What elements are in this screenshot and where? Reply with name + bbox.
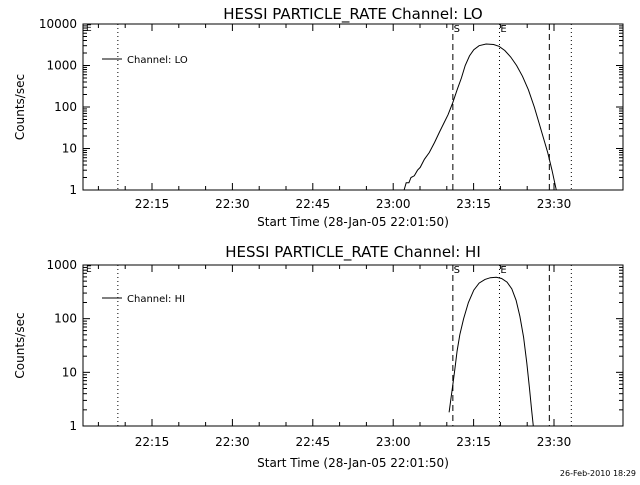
x-tick-label: 23:30	[537, 197, 572, 211]
y-axis-label: Counts/sec	[13, 74, 27, 140]
chart-title: HESSI PARTICLE_RATE Channel: LO	[223, 5, 482, 24]
marker-label-s: S	[454, 265, 460, 276]
y-tick-label: 1000	[46, 59, 77, 73]
x-tick-label: 23:15	[456, 435, 491, 449]
x-axis-label: Start Time (28-Jan-05 22:01:50)	[257, 456, 449, 470]
x-tick-label: 22:30	[215, 197, 250, 211]
timestamp-footer: 26-Feb-2010 18:29	[560, 469, 636, 478]
plot-frame	[82, 23, 624, 191]
edge-marker-label: E	[86, 24, 92, 34]
plot-frame	[82, 264, 624, 427]
marker-label-e: E	[500, 24, 506, 35]
chart-panel-1: HESSI PARTICLE_RATE Channel: LO 1 10 100 100…	[13, 5, 624, 229]
chart-title: HESSI PARTICLE_RATE Channel: HI	[225, 243, 481, 262]
x-tick-label: 22:15	[135, 197, 170, 211]
y-tick-label: 100	[54, 312, 77, 326]
legend-label: Channel: LO	[127, 55, 188, 66]
x-tick-label: 23:00	[376, 435, 411, 449]
y-tick-label: 10	[62, 365, 77, 379]
series-line	[403, 43, 557, 191]
series-line	[448, 276, 534, 427]
x-tick-label: 22:30	[215, 435, 250, 449]
legend-label: Channel: HI	[127, 294, 185, 305]
chart-panel-2: HESSI PARTICLE_RATE Channel: HI 1 10 100 100…	[13, 243, 624, 470]
y-axis-label: Counts/sec	[13, 312, 27, 378]
y-tick-label: 10	[62, 142, 77, 156]
edge-marker-label: E	[86, 265, 92, 275]
x-tick-label: 22:45	[296, 435, 331, 449]
x-axis-label: Start Time (28-Jan-05 22:01:50)	[257, 215, 449, 229]
x-tick-label: 23:30	[537, 435, 572, 449]
y-tick-label: 1	[69, 419, 77, 433]
y-tick-label: 100	[54, 100, 77, 114]
x-tick-label: 23:15	[456, 197, 491, 211]
x-tick-label: 22:45	[296, 197, 331, 211]
x-tick-label: 23:00	[376, 197, 411, 211]
y-tick-label: 1	[69, 183, 77, 197]
marker-label-e: E	[500, 265, 506, 276]
x-tick-label: 22:15	[135, 435, 170, 449]
y-tick-label: 1000	[46, 258, 77, 272]
marker-label-s: S	[454, 24, 460, 35]
y-tick-label: 10000	[39, 17, 77, 31]
